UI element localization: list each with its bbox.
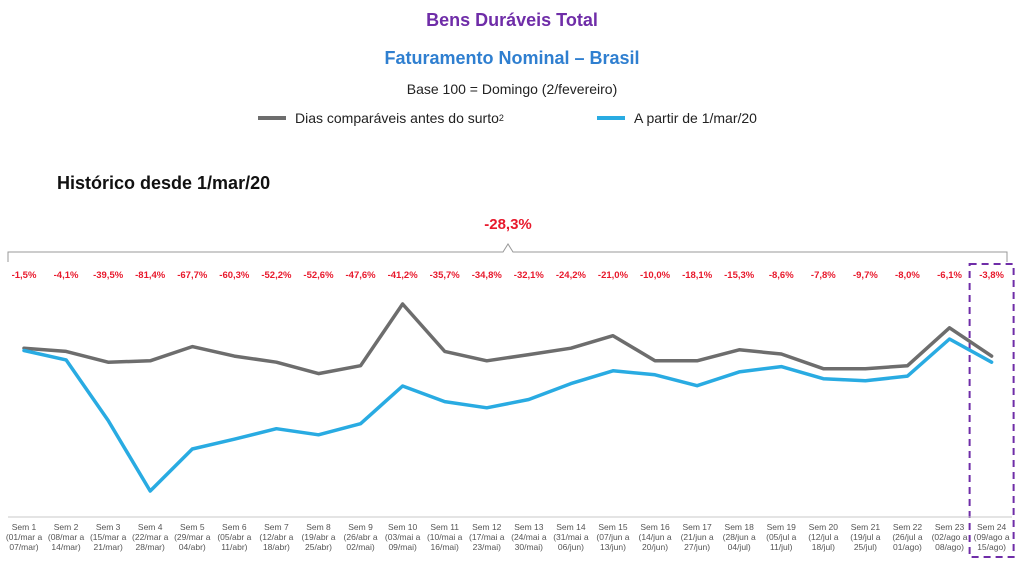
point-label: -32,1%: [514, 270, 545, 281]
x-tick-labels: Sem 1 (01/mar a 07/mar)Sem 2 (08/mar a 14/ma…: [6, 522, 1010, 552]
x-tick-label: Sem 7 (12/abr a 18/abr): [259, 522, 293, 552]
point-label: -52,6%: [303, 270, 334, 281]
point-label: -39,5%: [93, 270, 124, 281]
legend-label-gray: Dias comparáveis antes do surto: [295, 110, 499, 126]
x-tick-label: Sem 16 (14/jun a 20/jun): [639, 522, 672, 552]
point-label: -34,8%: [472, 270, 503, 281]
point-label: -24,2%: [556, 270, 587, 281]
point-label: -15,3%: [724, 270, 755, 281]
series-lines: [22, 302, 994, 493]
point-label: -41,2%: [388, 270, 419, 281]
x-tick-label: Sem 22 (26/jul a 01/ago): [892, 522, 923, 552]
x-tick-label: Sem 17 (21/jun a 27/jun): [681, 522, 714, 552]
point-label: -7,8%: [811, 270, 836, 281]
point-label: -9,7%: [853, 270, 878, 281]
legend-swatch-gray: [258, 116, 286, 120]
point-label: -81,4%: [135, 270, 166, 281]
point-label: -8,0%: [895, 270, 920, 281]
section-title: Histórico desde 1/mar/20: [57, 173, 271, 193]
legend-item-blue: A partir de 1/mar/20: [597, 110, 757, 126]
point-label: -21,0%: [598, 270, 629, 281]
x-tick-label: Sem 4 (22/mar a 28/mar): [132, 522, 169, 552]
x-tick-label: Sem 13 (24/mai a 30/mai): [511, 522, 547, 552]
base-note: Base 100 = Domingo (2/fevereiro): [406, 81, 618, 97]
x-tick-label: Sem 15 (07/jun a 13/jun): [596, 522, 629, 552]
point-label: -60,3%: [219, 270, 250, 281]
legend-item-gray: Dias comparáveis antes do surto 2: [258, 110, 504, 126]
chart-title: Bens Duráveis Total: [426, 10, 598, 30]
point-label: -6,1%: [937, 270, 962, 281]
legend-label-blue: A partir de 1/mar/20: [634, 110, 757, 126]
point-label: -18,1%: [682, 270, 713, 281]
x-tick-label: Sem 3 (15/mar a 21/mar): [90, 522, 127, 552]
x-tick-label: Sem 6 (05/abr a 11/abr): [217, 522, 251, 552]
x-tick-label: Sem 23 (02/ago a 08/ago): [932, 522, 968, 552]
legend: Dias comparáveis antes do surto 2 A parti…: [0, 110, 1024, 132]
x-tick-label: Sem 19 (05/jul a 11/jul): [766, 522, 797, 552]
x-tick-label: Sem 20 (12/jul a 18/jul): [808, 522, 839, 552]
chart-subtitle: Faturamento Nominal – Brasil: [384, 48, 640, 68]
point-labels: -1,5% -4,1% -39,5% -81,4% -67,7% -60,3% -52,2%…: [12, 270, 1005, 281]
x-tick-label: Sem 5 (29/mar a 04/abr): [174, 522, 211, 552]
x-tick-label: Sem 2 (08/mar a 14/mar): [48, 522, 85, 552]
point-label: -8,6%: [769, 270, 794, 281]
point-label: -67,7%: [177, 270, 208, 281]
x-tick-label: Sem 18 (28/jun a 04/jul): [723, 522, 756, 552]
x-tick-label: Sem 1 (01/mar a 07/mar): [6, 522, 43, 552]
point-label: -4,1%: [54, 270, 79, 281]
point-label: -52,2%: [261, 270, 292, 281]
legend-footnote-marker: 2: [498, 113, 504, 123]
x-tick-label: Sem 21 (19/jul a 25/jul): [850, 522, 881, 552]
point-label: -47,6%: [346, 270, 377, 281]
point-label: -10,0%: [640, 270, 671, 281]
x-tick-label: Sem 9 (26/abr a 02/mai): [344, 522, 378, 552]
x-tick-label: Sem 10 (03/mai a 09/mai): [385, 522, 421, 552]
series-line-blue: [22, 337, 994, 493]
current-week-highlight: [968, 263, 1015, 558]
x-tick-label: Sem 12 (17/mai a 23/mai): [469, 522, 505, 552]
period-brace: [7, 243, 1008, 262]
x-tick-label: Sem 14 (31/mai a 06/jun): [553, 522, 589, 552]
series-line-gray: [22, 302, 994, 376]
x-tick-label: Sem 24 (09/ago a 15/ago): [974, 522, 1010, 552]
x-tick-label: Sem 8 (19/abr a 25/abr): [301, 522, 335, 552]
x-tick-label: Sem 11 (10/mai a 16/mai): [427, 522, 463, 552]
point-label: -1,5%: [12, 270, 37, 281]
point-label: -35,7%: [430, 270, 461, 281]
legend-swatch-blue: [597, 116, 625, 120]
total-change-label: -28,3%: [484, 216, 532, 233]
point-label: -3,8%: [979, 270, 1004, 281]
